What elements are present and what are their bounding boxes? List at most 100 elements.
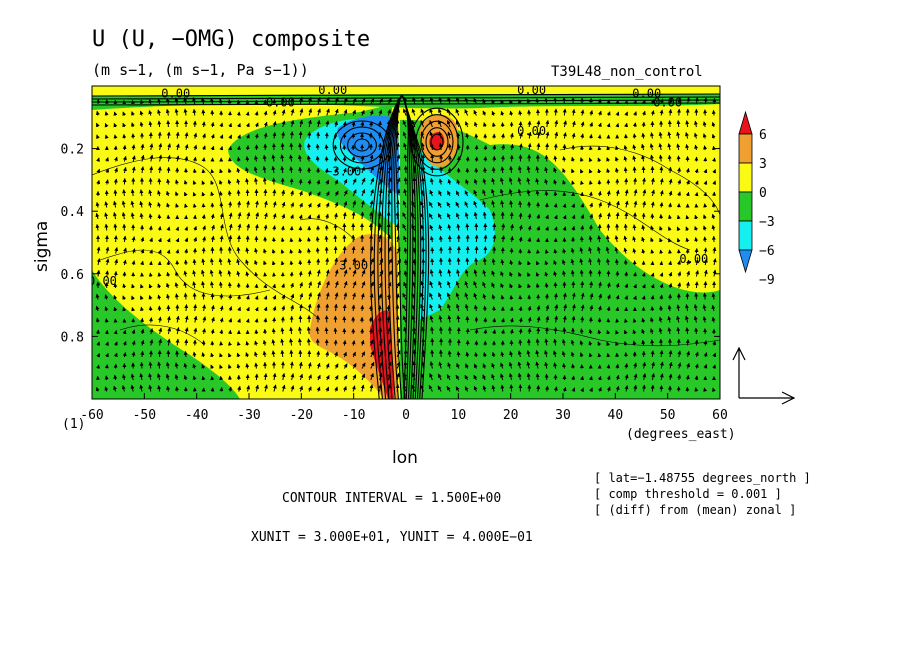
vector-arrow — [438, 292, 442, 300]
vector-arrow — [429, 120, 433, 128]
vector-arrow — [299, 292, 304, 300]
vector-arrow — [104, 223, 109, 231]
vector-arrow — [236, 341, 241, 346]
vector-arrow — [351, 246, 356, 254]
vector-arrow — [402, 223, 407, 231]
vector-arrow — [667, 154, 672, 162]
vector-arrow — [96, 157, 100, 162]
vector-arrow — [403, 281, 408, 289]
vector-arrow — [166, 338, 171, 346]
vector-arrow — [437, 373, 442, 381]
vector-arrow — [210, 180, 215, 185]
vector-arrow — [544, 282, 549, 289]
vector-arrow — [228, 134, 232, 139]
vector-arrow — [447, 224, 452, 231]
vector-arrow — [192, 108, 197, 116]
vector-arrow — [290, 385, 295, 392]
vector-arrow — [183, 362, 188, 369]
vector-arrow — [157, 178, 162, 185]
vector-arrow — [429, 292, 433, 300]
vector-arrow — [370, 258, 374, 266]
vector-arrow — [245, 306, 250, 312]
vector-arrow — [351, 385, 356, 392]
vector-arrow — [254, 373, 259, 381]
vector-arrow — [140, 260, 145, 266]
vector-arrow — [122, 155, 127, 162]
vector-arrow — [104, 294, 109, 300]
vector-arrow — [201, 145, 206, 151]
vector-arrow — [694, 339, 699, 346]
vector-arrow — [307, 386, 312, 392]
vector-arrow — [148, 295, 153, 300]
vector-arrow — [165, 361, 170, 369]
vector-arrow — [360, 339, 365, 346]
vector-arrow — [447, 315, 452, 323]
vector-arrow — [157, 190, 162, 197]
vector-arrow — [210, 145, 215, 151]
vector-arrow — [104, 375, 109, 381]
vector-arrow — [245, 352, 250, 358]
vector-arrow — [149, 237, 153, 243]
vector-arrow — [437, 201, 442, 208]
vector-arrow — [148, 260, 153, 266]
vector-arrow — [246, 223, 251, 231]
vector-arrow — [352, 269, 357, 277]
vector-arrow — [148, 306, 153, 312]
x-tick-label: 60 — [712, 408, 728, 423]
vector-arrow — [122, 133, 127, 139]
vector-arrow — [483, 234, 488, 243]
vector-arrow — [299, 119, 304, 128]
vector-arrow — [175, 249, 180, 254]
vector-arrow — [139, 306, 144, 312]
vector-arrow — [166, 202, 171, 208]
vector-arrow — [290, 293, 295, 300]
vector-arrow — [412, 247, 417, 254]
plot-area: 0.000.000.00 0.00 0.000.000.00−3.003.000.0… — [92, 86, 720, 399]
vector-arrow — [615, 306, 620, 312]
vector-arrow — [218, 258, 223, 266]
vector-arrow — [245, 295, 250, 300]
vector-arrow — [122, 329, 127, 335]
vector-arrow — [420, 120, 425, 128]
vector-arrow — [149, 154, 154, 162]
vector-arrow — [308, 108, 313, 116]
vector-arrow — [149, 249, 153, 254]
vector-arrow — [148, 201, 153, 208]
vector-arrow — [219, 122, 224, 128]
vector-arrow — [237, 212, 242, 220]
vector-arrow — [139, 121, 144, 128]
vector-arrow — [96, 269, 101, 277]
vector-arrow — [228, 234, 233, 243]
vector-arrow — [272, 110, 277, 116]
vector-arrow — [167, 154, 171, 162]
vector-arrow — [140, 166, 145, 174]
vector-arrow — [263, 121, 268, 128]
vector-arrow — [140, 143, 145, 151]
vector-arrow — [360, 293, 365, 300]
colorbar-label: 0 — [759, 186, 767, 201]
vector-arrow — [290, 214, 294, 220]
vector-arrow — [402, 304, 407, 312]
vector-arrow — [396, 282, 400, 289]
vector-arrow — [281, 120, 286, 128]
vector-arrow — [254, 111, 259, 116]
vector-arrow — [447, 190, 451, 197]
vector-arrow — [324, 167, 329, 174]
vector-arrow — [370, 177, 375, 185]
vector-arrow — [245, 363, 250, 369]
vector-arrow — [315, 247, 320, 254]
vector-arrow — [429, 177, 434, 185]
vector-arrow — [351, 155, 356, 162]
vector-arrow — [624, 212, 629, 220]
vector-arrow — [317, 108, 321, 116]
vector-arrow — [483, 329, 488, 335]
vector-arrow — [149, 339, 154, 346]
vector-arrow — [192, 258, 197, 266]
colorbar-extend-top — [738, 110, 753, 135]
vector-arrow — [438, 326, 443, 335]
vector-arrow — [316, 362, 321, 369]
vector-arrow — [157, 294, 162, 300]
vector-arrow — [615, 363, 620, 369]
vector-arrow — [703, 236, 708, 243]
vector-arrow — [113, 330, 118, 335]
